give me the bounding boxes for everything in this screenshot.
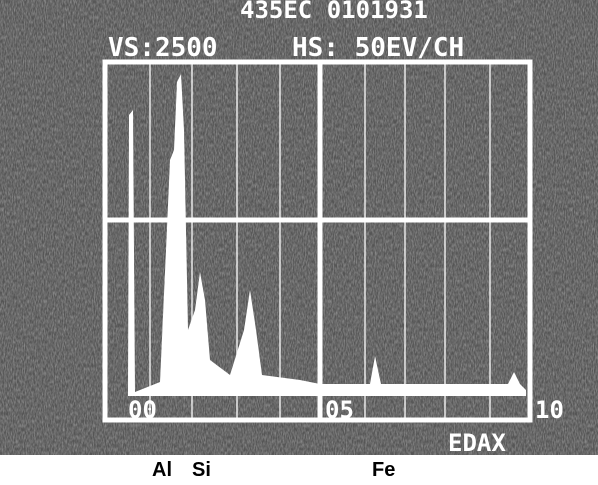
element-label: Fe: [372, 459, 395, 481]
vertical-scale: VS:2500: [108, 33, 218, 63]
element-label: Si: [192, 459, 211, 481]
axis-label: 00: [128, 396, 157, 424]
horizontal-scale: HS: 50EV/CH: [292, 33, 464, 63]
edx-spectrum-photo: 435EC 0101931 VS:2500 HS: 50EV/CH 00 05 …: [0, 0, 598, 485]
axis-label: 05: [325, 396, 354, 424]
brand: EDAX: [448, 429, 506, 457]
header-text: 435EC 0101931: [240, 0, 428, 24]
axis-label: 10: [535, 396, 564, 424]
element-label: Al: [152, 459, 172, 481]
